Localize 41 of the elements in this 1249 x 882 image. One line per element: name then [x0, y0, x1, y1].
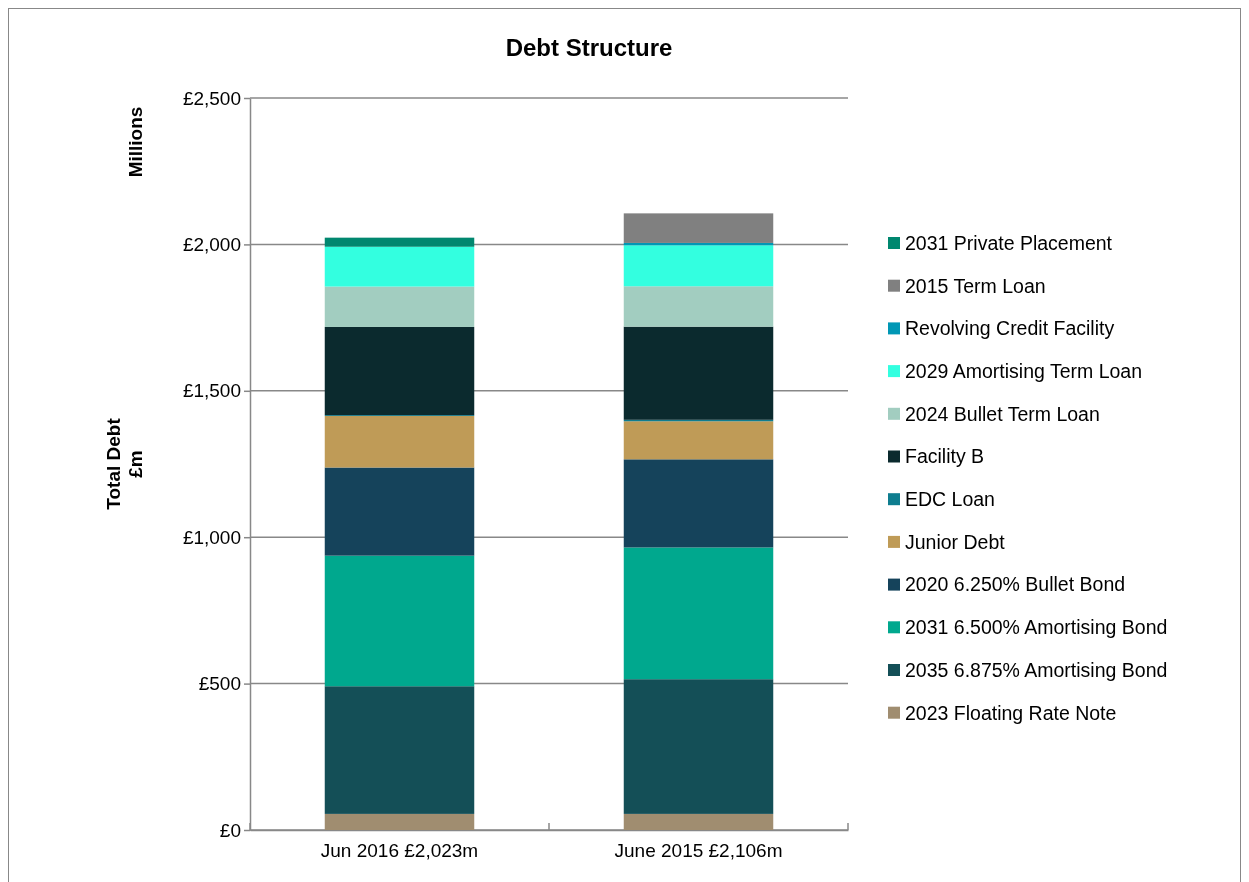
- bar: [324, 286, 475, 327]
- y-axis-title: Total Debt £m: [103, 417, 146, 510]
- bar: [324, 326, 475, 416]
- y-tick-label: £2,500: [182, 87, 241, 109]
- bar: [324, 813, 475, 830]
- bar: [623, 326, 774, 420]
- bar: [623, 679, 774, 814]
- bar: [623, 547, 774, 680]
- bar: [623, 421, 774, 460]
- bar: [623, 245, 774, 287]
- legend-label: Junior Debt: [905, 530, 1006, 553]
- legend-label: Revolving Credit Facility: [905, 317, 1115, 340]
- x-tick-label: June 2015 £2,106m: [614, 840, 783, 862]
- bar: [623, 286, 774, 327]
- bar: [324, 467, 475, 556]
- legend-label: 2031 Private Placement: [905, 231, 1113, 254]
- legend-label: EDC Loan: [905, 488, 995, 511]
- legend-label: 2024 Bullet Term Loan: [905, 402, 1100, 425]
- y-tick-label: £1,000: [182, 526, 241, 548]
- bar: [324, 246, 475, 287]
- text: Millions: [125, 106, 146, 178]
- legend-label: 2020 6.250% Bullet Bond: [905, 573, 1126, 596]
- chart-title: Debt Structure: [505, 34, 673, 61]
- y-tick-label: £1,500: [182, 380, 241, 402]
- y-tick-label: £2,000: [182, 233, 241, 255]
- bar: [324, 415, 475, 468]
- legend-label: 2015 Term Loan: [905, 274, 1046, 297]
- bar: [623, 459, 774, 548]
- legend-label: 2023 Floating Rate Note: [905, 701, 1117, 724]
- legend-label: 2029 Amortising Term Loan: [905, 359, 1143, 382]
- bar: [324, 237, 475, 247]
- legend-label: Facility B: [905, 445, 985, 468]
- legend-label: 2031 6.500% Amortising Bond: [905, 616, 1168, 639]
- legend-label: 2035 6.875% Amortising Bond: [905, 658, 1168, 681]
- bar: [623, 813, 774, 830]
- x-tick-label: Jun 2016 £2,023m: [320, 840, 479, 862]
- y-tick-label: £500: [198, 673, 241, 695]
- bar: [623, 213, 774, 243]
- bar: [324, 555, 475, 687]
- bar: [324, 686, 475, 814]
- y-tick-label: £0: [219, 819, 241, 841]
